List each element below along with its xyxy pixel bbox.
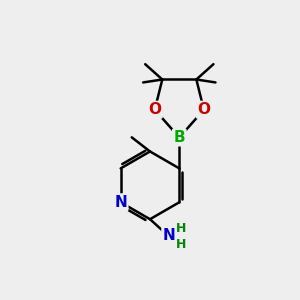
- Text: B: B: [173, 130, 185, 145]
- Text: H: H: [176, 222, 187, 236]
- Text: N: N: [114, 195, 127, 210]
- Text: H: H: [176, 238, 187, 251]
- Text: O: O: [197, 102, 210, 117]
- Text: O: O: [148, 102, 161, 117]
- Text: N: N: [163, 228, 175, 243]
